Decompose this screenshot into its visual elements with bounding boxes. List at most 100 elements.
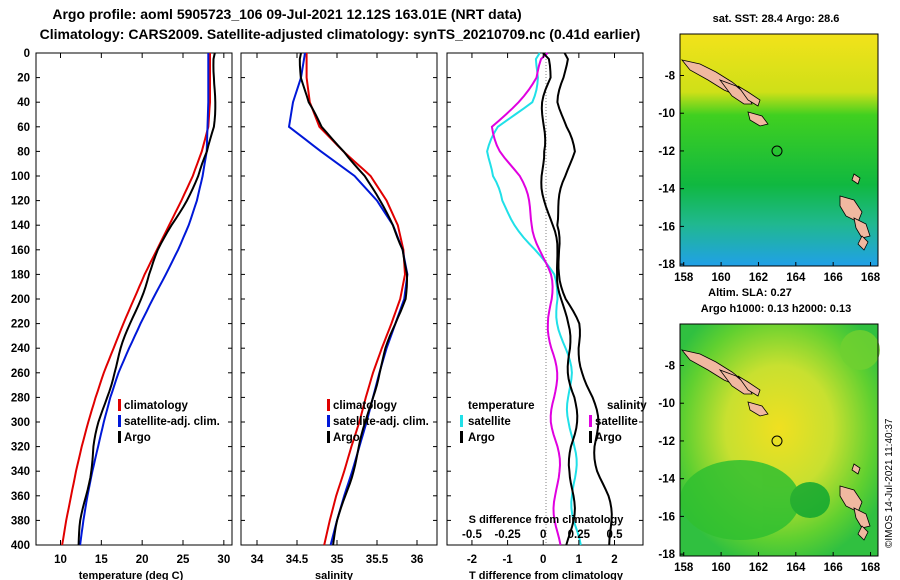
legend-title-salinity: salinity [607, 400, 647, 412]
sst-map-title: sat. SST: 28.4 Argo: 28.6 [713, 13, 840, 25]
legend-swatch-climatology [327, 399, 330, 411]
x-tick-label: 35.5 [366, 554, 389, 566]
depth-tick-label: 340 [11, 466, 30, 478]
x-tick-label: 20 [136, 554, 149, 566]
legend-label-climatology: climatology [124, 400, 189, 412]
difference-legend-temperature: temperature satellite Argo [460, 400, 534, 444]
map-lat-label: -16 [658, 221, 675, 233]
series-line-argo [77, 52, 217, 546]
series-line-argo [298, 52, 408, 546]
series-line-temperature-argo [556, 52, 613, 546]
depth-tick-label: 60 [17, 122, 30, 134]
depth-axis: 0 20 40 60 80 100 120 140 160 180 200 220 240 260 280 3… [11, 48, 30, 552]
legend-label-argo: Argo [333, 432, 360, 444]
x-tick-label: -2 [467, 554, 477, 566]
map-lon-label: 158 [674, 272, 694, 284]
map-lat-label: -10 [658, 398, 675, 410]
map-lat-label: -14 [658, 474, 675, 486]
x-tick-label: 34 [251, 554, 264, 566]
depth-tick-label: 0 [24, 48, 30, 60]
sst-land [680, 59, 871, 251]
sla-low-patches [680, 330, 880, 540]
map-lat-label: -18 [658, 549, 675, 561]
legend-swatch-climatology [118, 399, 121, 411]
legend-label-satellite: satellite-adj. clim. [124, 416, 220, 428]
series-line-satellite-adj-clim- [287, 52, 409, 546]
t-difference-xlabel: T difference from climatology [469, 570, 624, 580]
s-difference-label: S difference from climatology [469, 514, 625, 526]
sla-map-title: Argo h1000: 0.13 h2000: 0.13 [701, 303, 851, 315]
depth-tick-label: 220 [11, 319, 30, 331]
argo-location-marker [771, 145, 783, 157]
x-tick-label: 10 [54, 554, 67, 566]
map-lon-label: 164 [786, 562, 806, 574]
x-tick-label: 30 [217, 554, 230, 566]
salinity-plot-frame [240, 52, 438, 546]
salinity-panel: 34 34.5 35 35.5 36 salinity climatology sate… [240, 52, 438, 580]
legend-swatch-argo [327, 431, 330, 443]
map-lat-label: -8 [665, 360, 676, 372]
depth-tick-label: 160 [11, 245, 30, 257]
depth-tick-label: 80 [17, 146, 30, 158]
series-line-salinity-satellite [490, 52, 562, 546]
series-line-climatology [305, 53, 407, 546]
depth-tick-label: 120 [11, 196, 30, 208]
x-tick-label: 2 [611, 554, 617, 566]
series-line-satellite-adj-clim- [79, 53, 210, 546]
sla-map: Altim. SLA: 0.27 Argo h1000: 0.13 h2000:… [658, 287, 880, 574]
legend-title-temperature: temperature [468, 400, 534, 412]
s-diff-tick-label: 0.25 [568, 529, 591, 541]
map-lon-label: 160 [712, 562, 731, 574]
x-tick-label: 0 [540, 554, 546, 566]
x-tick-label: 15 [95, 554, 108, 566]
legend-label-temp-argo: Argo [468, 432, 495, 444]
map-lon-label: 166 [824, 562, 843, 574]
series-line-climatology [61, 53, 211, 546]
temperature-legend: climatology satellite-adj. clim. Argo [118, 399, 220, 444]
map-lon-label: 168 [861, 272, 881, 284]
map-lat-label: -8 [665, 70, 676, 82]
sla-map-frame [679, 323, 879, 557]
depth-tick-label: 40 [17, 97, 30, 109]
map-lon-label: 162 [749, 272, 768, 284]
sla-land [680, 349, 871, 541]
legend-label-satellite: satellite-adj. clim. [333, 416, 429, 428]
legend-label-argo: Argo [124, 432, 151, 444]
map-lon-label: 166 [824, 272, 843, 284]
argo-location-marker [771, 435, 783, 447]
depth-tick-label: 260 [11, 368, 30, 380]
sst-map: sat. SST: 28.4 Argo: 28.6 -8 -10 -12 -14 -16… [658, 13, 880, 284]
legend-swatch-temp-satellite [460, 415, 463, 427]
x-tick-label: -1 [502, 554, 513, 566]
sla-map-title-top: Altim. SLA: 0.27 [708, 287, 792, 299]
legend-swatch-satellite [327, 415, 330, 427]
difference-legend-salinity: salinity satellite Argo [589, 400, 647, 444]
map-lon-label: 168 [861, 562, 881, 574]
map-lon-label: 162 [749, 562, 768, 574]
map-lat-label: -14 [658, 184, 675, 196]
depth-tick-label: 180 [11, 269, 30, 281]
map-lat-label: -18 [658, 259, 675, 271]
legend-swatch-satellite [118, 415, 121, 427]
s-diff-tick-label: 0.5 [606, 529, 623, 541]
depth-tick-label: 20 [17, 73, 30, 85]
legend-label-sal-argo: Argo [595, 432, 622, 444]
series-line-salinity-argo [540, 52, 579, 546]
map-lat-label: -12 [658, 146, 675, 158]
legend-label-climatology: climatology [333, 400, 398, 412]
depth-tick-label: 100 [11, 171, 30, 183]
map-lon-label: 160 [712, 272, 731, 284]
s-diff-tick-label: 0 [540, 529, 546, 541]
depth-tick-label: 300 [11, 417, 30, 429]
s-diff-tick-label: -0.5 [462, 529, 482, 541]
title-line-2: Climatology: CARS2009. Satellite-adjuste… [40, 26, 641, 42]
sst-map-frame [679, 33, 879, 267]
x-tick-label: 36 [411, 554, 424, 566]
difference-plot-frame [446, 52, 644, 546]
legend-swatch-sal-satellite [589, 415, 592, 427]
depth-tick-label: 380 [11, 515, 30, 527]
difference-panel: -2 -1 0 1 2 -0.5 -0.25 0 0.25 0.5 S difference f… [446, 52, 647, 580]
legend-swatch-temp-argo [460, 431, 463, 443]
depth-tick-label: 280 [11, 392, 30, 404]
